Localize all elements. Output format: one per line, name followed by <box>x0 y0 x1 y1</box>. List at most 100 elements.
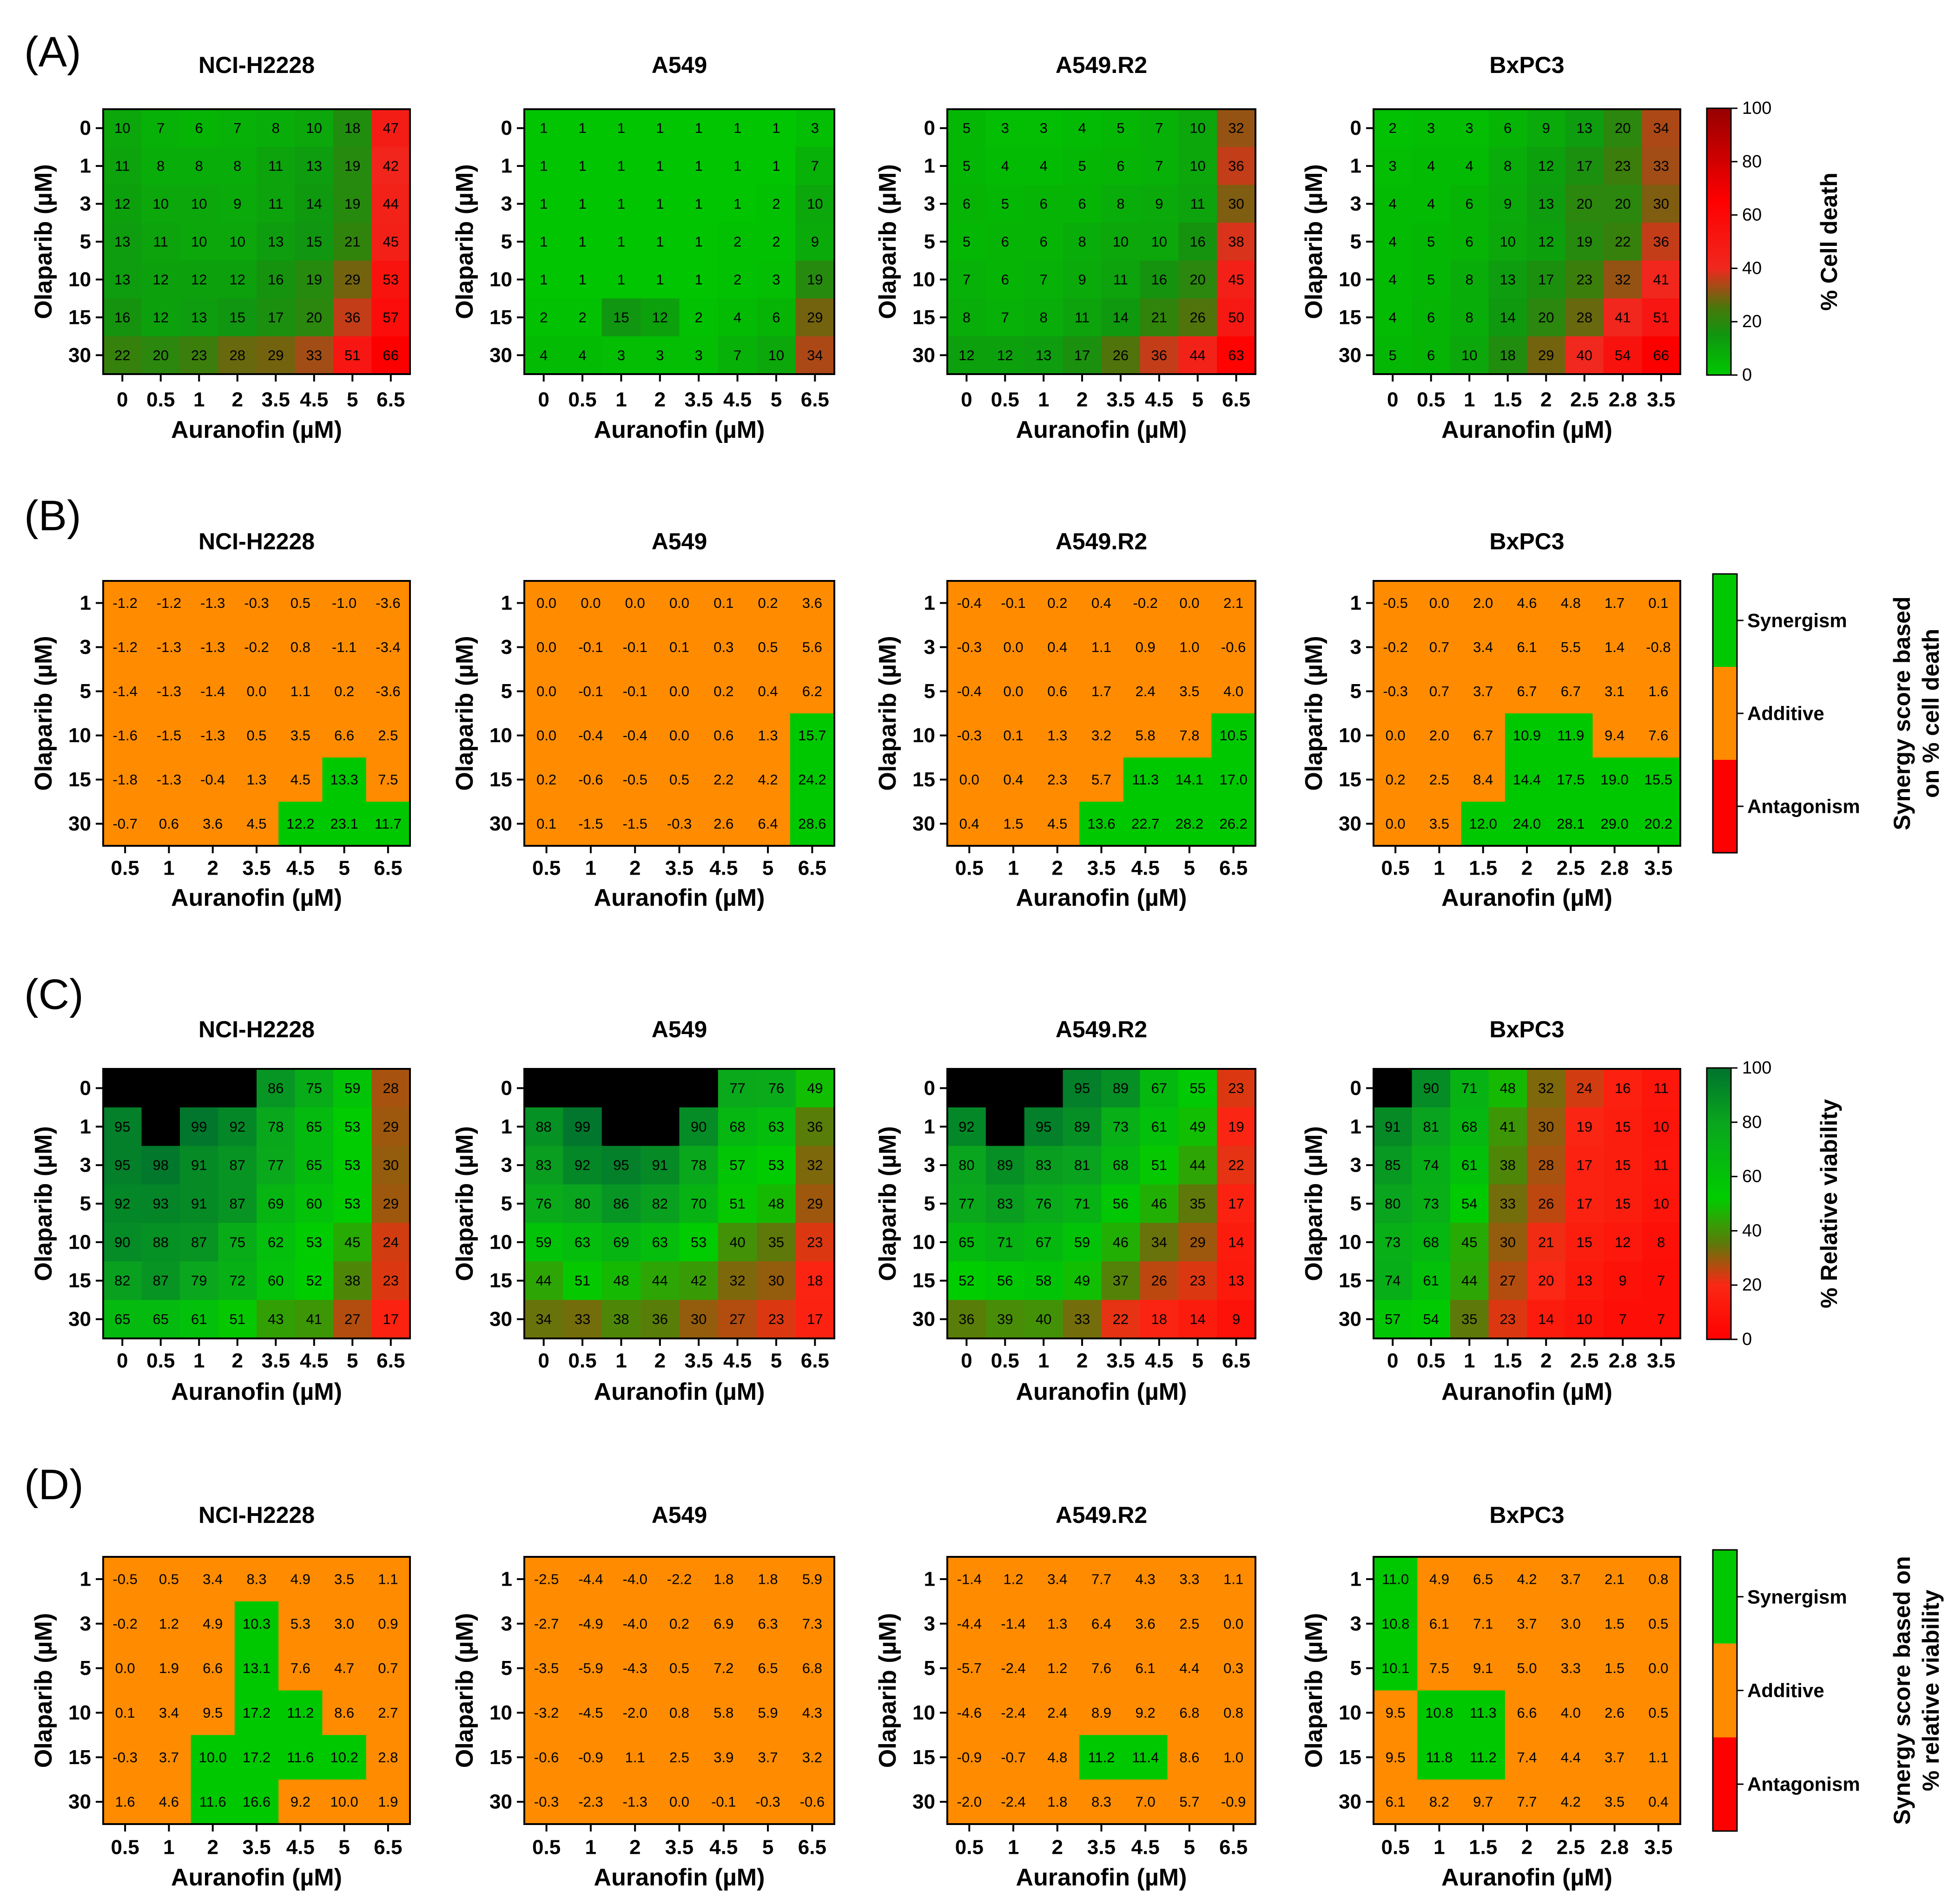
cell-value: 17 <box>1074 347 1090 363</box>
heatmap-cell <box>1527 1107 1566 1146</box>
cell-value: 48 <box>1500 1080 1516 1096</box>
cell-value: -0.1 <box>578 683 603 699</box>
cell-value: 11 <box>1190 196 1205 212</box>
heatmap-cell <box>1488 1261 1527 1300</box>
heatmap-cell <box>568 758 614 802</box>
cell-value: 6 <box>772 309 780 325</box>
cell-value: 6 <box>1040 196 1048 212</box>
x-tick-label: 2 <box>1052 857 1063 880</box>
x-tick-label: 1 <box>1433 857 1445 880</box>
cell-value: 10.8 <box>1381 1615 1409 1632</box>
cell-value: 82 <box>652 1196 668 1212</box>
cell-value: 1.1 <box>378 1571 398 1587</box>
heatmap-cell <box>1063 1069 1102 1108</box>
heatmap-cell <box>191 1601 235 1647</box>
heatmap-cell <box>257 260 296 299</box>
cell-value: 0.3 <box>1223 1660 1243 1676</box>
cell-value: 0.7 <box>1429 683 1449 699</box>
cell-value: 11 <box>268 158 283 174</box>
heatmap-cell <box>524 298 563 337</box>
heatmap-cell <box>641 1223 680 1262</box>
heatmap-cell <box>568 1601 614 1647</box>
heatmap-cell <box>366 1601 410 1647</box>
heatmap-cell <box>1374 260 1413 299</box>
heatmap-cell <box>524 1557 569 1602</box>
y-tick-label: 30 <box>1339 1308 1361 1331</box>
heatmap-cell <box>524 1184 563 1224</box>
heatmap-cell <box>1642 1146 1681 1185</box>
heatmap-cell <box>278 1601 323 1647</box>
y-tick-label: 10 <box>68 1231 91 1253</box>
heatmap-cell <box>1024 1184 1063 1224</box>
x-tick-label: 4.5 <box>300 389 328 411</box>
heatmap-cell <box>180 147 219 185</box>
cell-value: 59 <box>1074 1234 1090 1250</box>
heatmap-cell <box>322 1779 367 1825</box>
cell-value: -0.3 <box>244 595 269 611</box>
cell-value: 65 <box>958 1234 974 1250</box>
heatmap-cell <box>234 1690 279 1735</box>
cell-value: 8 <box>1078 234 1086 250</box>
y-tick-label: 1 <box>924 155 935 178</box>
heatmap-cell <box>103 260 142 299</box>
heatmap-cell <box>790 758 835 802</box>
heatmap-cell <box>366 1690 410 1735</box>
heatmap-cell <box>1450 1300 1489 1339</box>
heatmap-cell <box>257 223 296 261</box>
cell-value: 1 <box>695 120 703 136</box>
heatmap-cell <box>718 1069 757 1108</box>
cell-value: 1.6 <box>115 1794 135 1810</box>
cell-value: 8.3 <box>246 1571 266 1587</box>
heatmap-cell <box>103 1601 147 1647</box>
y-tick-label: 3 <box>501 636 512 659</box>
cell-value: 28 <box>230 347 245 363</box>
heatmap-cell <box>1417 802 1462 846</box>
heatmap-cell <box>322 1557 367 1602</box>
x-tick-label: 2.8 <box>1609 389 1637 411</box>
heatmap-cell <box>1412 1184 1451 1224</box>
heatmap-cell <box>1178 223 1217 261</box>
cell-value: 75 <box>230 1234 245 1250</box>
cell-value: 98 <box>153 1157 169 1173</box>
heatmap-cell <box>641 260 680 299</box>
cell-value: 1 <box>578 271 586 288</box>
heatmap-cell <box>103 1300 142 1339</box>
heatmap-cell <box>147 758 192 802</box>
cell-value: 15 <box>1615 1157 1631 1173</box>
y-tick-label: 10 <box>912 1231 935 1253</box>
y-tick-label: 10 <box>912 724 935 747</box>
heatmap-cell <box>790 1779 835 1825</box>
heatmap-cell <box>613 713 658 758</box>
y-tick-label: 10 <box>68 724 91 747</box>
cell-value: 6.7 <box>1517 683 1537 699</box>
cell-value: 5 <box>963 234 971 250</box>
heatmap-cell <box>1592 1601 1637 1647</box>
heatmap-cell <box>1604 184 1643 223</box>
cell-value: -4.9 <box>578 1615 603 1632</box>
cell-value: 1 <box>656 271 664 288</box>
heatmap-cell <box>718 298 757 337</box>
heatmap-cell <box>278 669 323 714</box>
cell-value: 15.7 <box>798 727 826 744</box>
heatmap-cell <box>218 1223 257 1262</box>
cell-value: 7 <box>233 120 241 136</box>
cell-value: 1.0 <box>1223 1749 1243 1766</box>
heatmap-cell <box>1604 1223 1643 1262</box>
heatmap-cell <box>1178 298 1217 337</box>
heatmap-cell <box>1374 1646 1418 1691</box>
y-tick-label: 15 <box>489 1746 512 1769</box>
cell-value: 1 <box>540 158 548 174</box>
heatmap-cell <box>1211 1735 1256 1780</box>
heatmap-cell <box>1211 1690 1256 1735</box>
cell-value: 9 <box>1078 271 1086 288</box>
cell-value: 63 <box>575 1234 590 1250</box>
cell-value: 15 <box>230 309 245 325</box>
chart-title: A549.R2 <box>1056 1502 1147 1528</box>
cell-value: 4.8 <box>1561 595 1581 611</box>
x-tick-label: 3.5 <box>262 1350 290 1372</box>
cell-value: 10 <box>1189 158 1205 174</box>
cell-value: 9.2 <box>1136 1705 1156 1721</box>
y-tick-label: 5 <box>924 680 935 703</box>
